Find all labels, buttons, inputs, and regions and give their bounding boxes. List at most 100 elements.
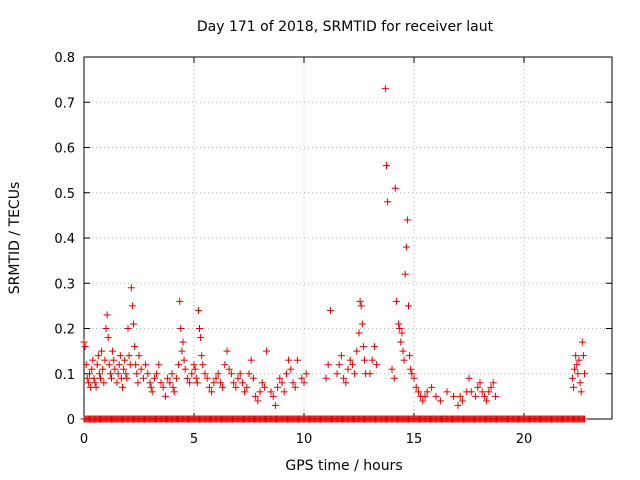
data-point [333, 370, 341, 378]
data-point [230, 379, 238, 387]
chart-title: Day 171 of 2018, SRMTID for receiver lau… [197, 19, 494, 35]
data-point [342, 379, 350, 387]
data-point [485, 388, 493, 396]
data-point [280, 388, 288, 396]
data-point [381, 85, 389, 93]
x-tick-label: 0 [80, 432, 88, 447]
data-point [293, 356, 301, 364]
data-point [392, 297, 400, 305]
data-point [355, 329, 363, 337]
data-point [276, 374, 284, 382]
y-tick-label: 0.4 [54, 232, 75, 247]
data-point [356, 297, 364, 305]
data-point [84, 379, 92, 387]
data-point [454, 401, 462, 409]
data-point [578, 338, 586, 346]
x-tick-label: 5 [190, 432, 198, 447]
data-point [199, 361, 207, 369]
data-point [186, 379, 194, 387]
data-point [241, 388, 249, 396]
y-tick-label: 0.7 [54, 96, 75, 111]
data-point [172, 374, 180, 382]
data-point [119, 383, 126, 391]
data-point [179, 338, 187, 346]
data-point [194, 306, 202, 314]
data-point [298, 374, 306, 382]
data-point [101, 356, 109, 364]
data-point [108, 374, 115, 382]
data-point [219, 383, 227, 391]
data-point [267, 388, 275, 396]
data-point [123, 374, 131, 382]
data-point [480, 392, 488, 400]
data-point [282, 370, 290, 378]
data-point [353, 347, 361, 355]
data-point [348, 361, 356, 369]
data-point [478, 388, 486, 396]
data-point [483, 397, 491, 405]
data-point [94, 352, 102, 360]
data-point [400, 356, 408, 364]
data-point [351, 370, 359, 378]
data-point [396, 325, 404, 332]
data-point [361, 356, 368, 364]
data-point [357, 302, 365, 310]
data-point [212, 374, 220, 382]
data-point [326, 306, 334, 314]
data-point [83, 374, 91, 382]
data-point [155, 361, 163, 369]
axis-ticks: 0 0.1 0.2 0.3 0.4 0.5 0.6 0.7 0.8 0 5 10 15 20 [54, 51, 612, 447]
data-point [450, 392, 458, 400]
data-point [421, 392, 429, 400]
data-point [406, 352, 414, 360]
data-point [568, 374, 576, 382]
data-point [208, 388, 216, 396]
data-point [419, 397, 427, 405]
data-point [243, 383, 251, 391]
data-point [225, 365, 233, 373]
y-tick-label: 0.8 [54, 51, 75, 66]
data-point [423, 388, 431, 396]
data-point [414, 388, 422, 396]
data-point [236, 370, 244, 378]
data-point [366, 370, 374, 378]
data-point [249, 374, 257, 382]
data-point [465, 374, 473, 382]
data-point [388, 365, 396, 373]
data-point [258, 379, 266, 387]
data-point [95, 370, 103, 378]
data-point [131, 343, 139, 351]
data-point [139, 374, 147, 382]
data-point [125, 352, 133, 360]
data-point [278, 379, 286, 387]
data-point [399, 347, 407, 355]
data-point [402, 243, 410, 251]
data-point [192, 374, 200, 382]
y-tick-label: 0.2 [54, 323, 75, 338]
data-point [575, 356, 583, 364]
data-point [254, 397, 262, 405]
data-point [82, 361, 90, 369]
data-point [181, 365, 189, 373]
data-point [401, 270, 409, 278]
y-tick-label: 0.1 [54, 368, 75, 383]
data-point [263, 347, 271, 355]
data-point [403, 216, 411, 224]
data-point [191, 365, 199, 373]
data-point [247, 356, 255, 364]
data-point [201, 370, 209, 378]
data-point [274, 383, 282, 391]
data-point [572, 352, 580, 360]
data-point [190, 361, 198, 369]
data-point [335, 361, 343, 369]
data-point [130, 320, 137, 328]
data-point [157, 379, 165, 387]
data-point [405, 302, 412, 310]
data-point [137, 365, 145, 373]
data-point [390, 374, 398, 382]
data-point [573, 361, 581, 369]
data-point [100, 379, 108, 387]
zero-data-point [581, 415, 588, 423]
